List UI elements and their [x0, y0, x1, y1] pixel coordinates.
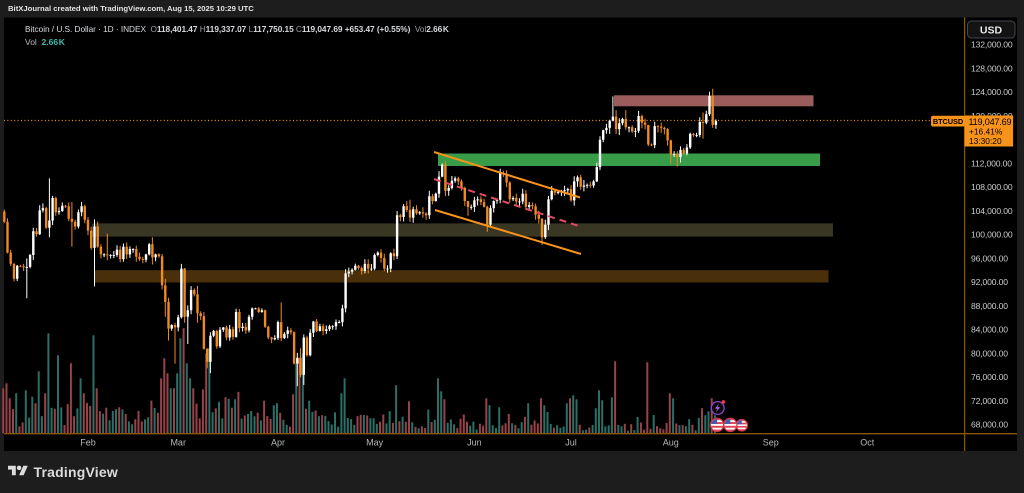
svg-text:96,000.00: 96,000.00 [971, 253, 1008, 263]
svg-text:112,000.00: 112,000.00 [971, 158, 1012, 168]
svg-text:BTCUSD: BTCUSD [933, 117, 964, 126]
svg-text:119,047.69: 119,047.69 [969, 117, 1012, 127]
svg-text:USD: USD [980, 25, 1003, 37]
svg-text:Oct: Oct [860, 438, 875, 448]
svg-text:72,000.00: 72,000.00 [971, 396, 1008, 406]
svg-text:Jun: Jun [467, 438, 482, 448]
svg-text:88,000.00: 88,000.00 [971, 301, 1008, 311]
svg-text:Aug: Aug [663, 438, 679, 448]
svg-text:132,000.00: 132,000.00 [971, 40, 1013, 50]
svg-text:Sep: Sep [763, 438, 779, 448]
svg-text:Feb: Feb [80, 438, 96, 448]
svg-text:TradingView: TradingView [34, 464, 118, 480]
svg-text:128,000.00: 128,000.00 [971, 63, 1013, 73]
svg-text:104,000.00: 104,000.00 [971, 206, 1013, 216]
svg-text:124,000.00: 124,000.00 [971, 87, 1013, 97]
svg-text:Apr: Apr [271, 438, 285, 448]
svg-text:Mar: Mar [170, 438, 186, 448]
svg-text:13:30:20: 13:30:20 [969, 136, 1002, 146]
svg-text:68,000.00: 68,000.00 [971, 420, 1008, 430]
svg-text:Jul: Jul [565, 438, 577, 448]
svg-text:92,000.00: 92,000.00 [971, 277, 1008, 287]
svg-text:84,000.00: 84,000.00 [971, 325, 1008, 335]
svg-text:May: May [366, 438, 384, 448]
svg-text:108,000.00: 108,000.00 [971, 182, 1013, 192]
svg-text:+16.41%: +16.41% [969, 127, 1003, 137]
svg-text:76,000.00: 76,000.00 [971, 372, 1008, 382]
svg-text:80,000.00: 80,000.00 [971, 348, 1008, 358]
svg-text:100,000.00: 100,000.00 [971, 230, 1013, 240]
